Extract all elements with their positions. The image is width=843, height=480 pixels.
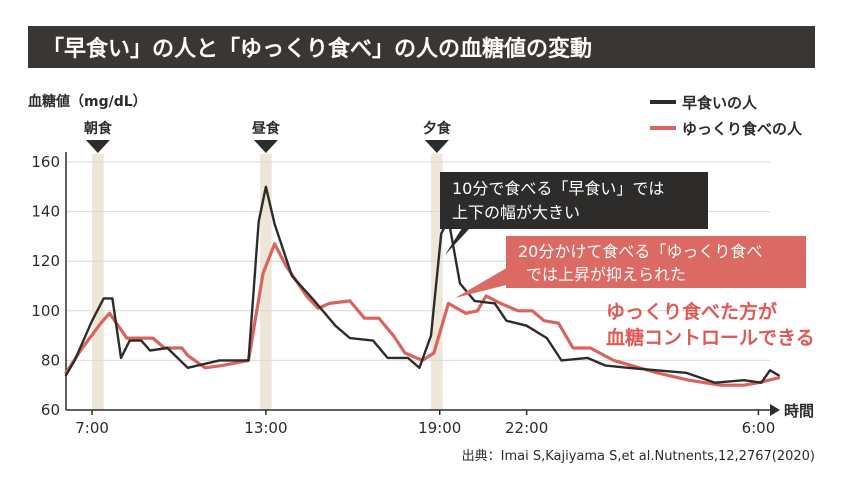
slow-callout-text: では上昇が抑えられた	[526, 265, 686, 284]
legend-label: 早食いの人	[682, 94, 758, 112]
x-tick-label: 22:00	[505, 419, 548, 437]
chart-title: 「早食い」の人と「ゆっくり食べ」の人の血糖値の変動	[42, 36, 592, 62]
meal-label: 朝食	[84, 120, 113, 137]
meal-label: 夕食	[423, 120, 452, 137]
callout-pointer	[455, 266, 510, 298]
meal-band-0	[92, 154, 104, 410]
y-tick-label: 120	[31, 252, 60, 270]
source-citation: 出典：Imai S,Kajiyama S,et al.Nutnents,12,2…	[462, 449, 815, 464]
meal-band-1	[260, 154, 272, 410]
y-axis-label: 血糖値（mg/dL）	[28, 93, 147, 110]
fast-callout-box	[440, 172, 708, 229]
y-tick-label: 80	[41, 351, 60, 369]
meal-marker-icon	[85, 140, 110, 153]
x-axis-arrow-icon	[770, 404, 780, 416]
y-tick-label: 60	[41, 401, 60, 419]
legend-label: ゆっくり食べの人	[682, 120, 803, 138]
meal-marker-icon	[424, 140, 449, 153]
y-tick-label: 140	[31, 203, 60, 221]
x-tick-label: 13:00	[244, 419, 287, 437]
x-tick-label: 6:00	[742, 419, 776, 437]
title-bar	[28, 26, 815, 68]
callout-pointer	[445, 228, 470, 255]
x-tick-label: 7:00	[75, 419, 109, 437]
meal-marker-icon	[253, 140, 278, 153]
fast-callout-text: 上下の幅が大きい	[452, 203, 580, 222]
slow-callout-box	[506, 236, 806, 288]
slow-callout-text: 20分かけて食べる「ゆっくり食べ	[518, 242, 762, 261]
y-tick-label: 160	[31, 153, 60, 171]
conclusion-text: 血糖コントロールできる	[606, 326, 815, 349]
x-tick-label: 19:00	[418, 419, 461, 437]
x-axis-label: 時間	[784, 402, 814, 420]
y-tick-label: 100	[31, 302, 60, 320]
conclusion-text: ゆっくり食べた方が	[606, 300, 777, 323]
fast-callout-text: 10分で食べる「早食い」では	[452, 179, 664, 198]
meal-label: 昼食	[252, 120, 281, 137]
series-line-fast-eaters	[64, 185, 780, 384]
